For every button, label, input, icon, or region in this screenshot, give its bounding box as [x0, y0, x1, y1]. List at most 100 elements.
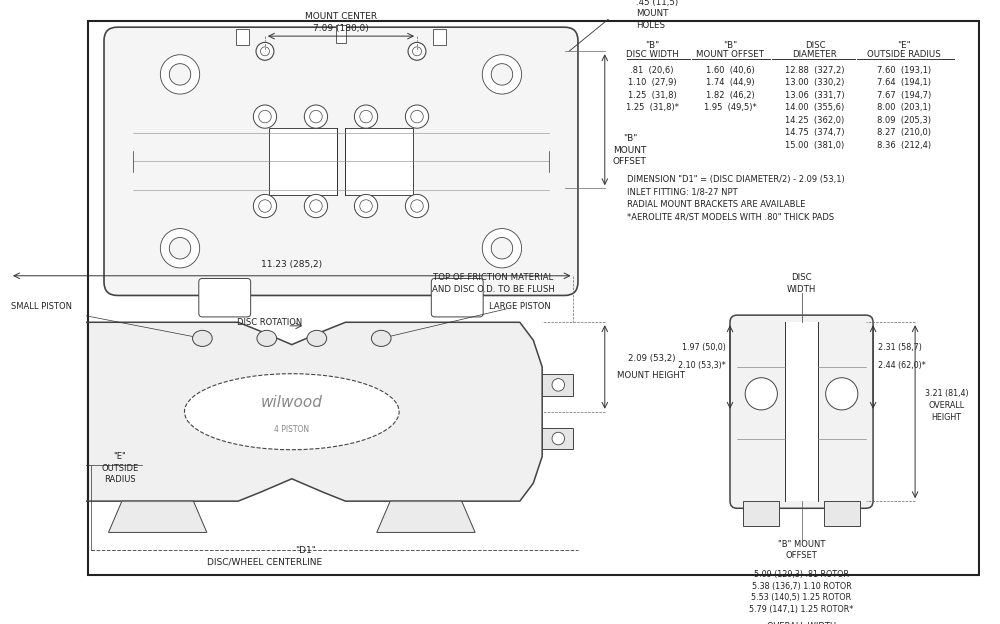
Text: DISC ROTATION: DISC ROTATION [237, 318, 302, 327]
Text: 1.60  (40,6): 1.60 (40,6) [706, 66, 754, 75]
Circle shape [745, 378, 777, 410]
Circle shape [360, 110, 372, 123]
Text: .45 (11,5): .45 (11,5) [636, 0, 678, 7]
Text: DISC: DISC [791, 273, 812, 282]
Text: 3.21 (81,4): 3.21 (81,4) [925, 389, 968, 398]
Text: TOP OF FRICTION MATERIAL: TOP OF FRICTION MATERIAL [433, 273, 553, 282]
Circle shape [19, 379, 32, 391]
Text: DISC WIDTH: DISC WIDTH [626, 51, 679, 59]
Text: 8.27  (210,0): 8.27 (210,0) [877, 128, 931, 137]
Wedge shape [160, 55, 200, 94]
Circle shape [253, 195, 277, 218]
Text: 15.00  (381,0): 15.00 (381,0) [785, 141, 845, 150]
Text: 8.09  (205,3): 8.09 (205,3) [877, 115, 931, 125]
Text: 1.82  (46,2): 1.82 (46,2) [706, 90, 754, 100]
Text: 5.38 (136,7) 1.10 ROTOR: 5.38 (136,7) 1.10 ROTOR [752, 582, 851, 590]
Text: 7.64  (194,1): 7.64 (194,1) [877, 78, 931, 87]
Bar [824, 501, 860, 526]
Text: 2.31 (58,7): 2.31 (58,7) [878, 343, 921, 352]
Text: AND DISC O.D. TO BE FLUSH: AND DISC O.D. TO BE FLUSH [432, 285, 554, 294]
Circle shape [413, 47, 421, 56]
Wedge shape [482, 55, 522, 94]
Wedge shape [160, 228, 200, 268]
Ellipse shape [371, 330, 391, 346]
Bar [743, 501, 779, 526]
Circle shape [256, 42, 274, 61]
FancyBboxPatch shape [104, 27, 578, 295]
Circle shape [552, 432, 565, 445]
Text: 2.44 (62,0)*: 2.44 (62,0)* [878, 361, 925, 369]
Text: 4 PISTON: 4 PISTON [274, 425, 309, 434]
Text: wilwood: wilwood [261, 395, 323, 410]
Text: "D1": "D1" [295, 546, 316, 555]
Polygon shape [41, 322, 542, 501]
Circle shape [360, 200, 372, 212]
Wedge shape [482, 228, 522, 268]
FancyBboxPatch shape [730, 315, 873, 509]
Text: MOUNT HEIGHT: MOUNT HEIGHT [617, 371, 685, 381]
Circle shape [310, 110, 322, 123]
Circle shape [405, 195, 429, 218]
Circle shape [304, 105, 328, 128]
Ellipse shape [193, 330, 212, 346]
Text: 13.00  (330,2): 13.00 (330,2) [785, 78, 845, 87]
Text: WIDTH: WIDTH [787, 285, 816, 294]
Circle shape [19, 432, 32, 445]
Text: 8.36  (212,4): 8.36 (212,4) [877, 141, 931, 150]
Text: 5.79 (147,1) 1.25 ROTOR*: 5.79 (147,1) 1.25 ROTOR* [749, 605, 854, 614]
Circle shape [310, 200, 322, 212]
Text: OVERALL: OVERALL [928, 401, 964, 410]
Text: 5.53 (140,5) 1.25 ROTOR: 5.53 (140,5) 1.25 ROTOR [751, 593, 852, 602]
Circle shape [354, 105, 378, 128]
Text: .81  (20,6): .81 (20,6) [630, 66, 674, 75]
Circle shape [405, 105, 429, 128]
Bar [433, 29, 446, 45]
Text: "B": "B" [645, 41, 659, 49]
Text: OFFSET: OFFSET [786, 551, 817, 560]
Text: RADIAL MOUNT BRACKETS ARE AVAILABLE: RADIAL MOUNT BRACKETS ARE AVAILABLE [627, 200, 806, 209]
Circle shape [259, 200, 271, 212]
Polygon shape [377, 501, 475, 532]
Bar [236, 29, 249, 45]
Circle shape [552, 379, 565, 391]
Text: "B": "B" [723, 41, 737, 49]
Text: 1.25  (31,8)*: 1.25 (31,8)* [626, 103, 679, 112]
Text: 2.09 (53,2): 2.09 (53,2) [628, 354, 675, 363]
Circle shape [411, 200, 423, 212]
Text: INLET FITTING: 1/8-27 NPT: INLET FITTING: 1/8-27 NPT [627, 187, 738, 196]
Text: *AEROLITE 4R/ST MODELS WITH .80" THICK PADS: *AEROLITE 4R/ST MODELS WITH .80" THICK P… [627, 212, 834, 222]
Circle shape [826, 378, 858, 410]
Circle shape [354, 195, 378, 218]
Circle shape [408, 42, 426, 61]
Text: 1.25  (31,8): 1.25 (31,8) [628, 90, 677, 100]
Text: MOUNT: MOUNT [613, 146, 647, 155]
Text: LARGE PISTON: LARGE PISTON [489, 301, 551, 311]
Text: 12.88  (327,2): 12.88 (327,2) [785, 66, 845, 75]
FancyBboxPatch shape [431, 278, 483, 317]
Bar [345, 128, 413, 195]
Text: SMALL PISTON: SMALL PISTON [11, 301, 72, 311]
Text: 1.10  (27,9): 1.10 (27,9) [628, 78, 676, 87]
Text: 7.67  (194,7): 7.67 (194,7) [877, 90, 931, 100]
Text: "E": "E" [114, 452, 126, 461]
Text: OVERALL WIDTH: OVERALL WIDTH [767, 622, 836, 624]
Bar [336, 26, 346, 43]
Ellipse shape [257, 330, 277, 346]
Text: HOLES: HOLES [636, 21, 665, 30]
Text: 14.75  (374,7): 14.75 (374,7) [785, 128, 845, 137]
Text: HEIGHT: HEIGHT [931, 412, 961, 422]
Text: 7.09 (180,0): 7.09 (180,0) [313, 24, 369, 34]
Bar [10, 374, 41, 396]
Text: OUTSIDE: OUTSIDE [101, 464, 139, 472]
Text: 14.25  (362,0): 14.25 (362,0) [785, 115, 845, 125]
Bar [542, 374, 573, 396]
Text: 11.23 (285,2): 11.23 (285,2) [261, 260, 322, 269]
Text: 7.60  (193,1): 7.60 (193,1) [877, 66, 931, 75]
Text: 8.00  (203,1): 8.00 (203,1) [877, 103, 931, 112]
Bar [10, 428, 41, 449]
Text: DISC/WHEEL CENTERLINE: DISC/WHEEL CENTERLINE [207, 557, 323, 567]
Bar [542, 428, 573, 449]
Text: 1.95  (49,5)*: 1.95 (49,5)* [704, 103, 756, 112]
Circle shape [259, 110, 271, 123]
Circle shape [253, 105, 277, 128]
